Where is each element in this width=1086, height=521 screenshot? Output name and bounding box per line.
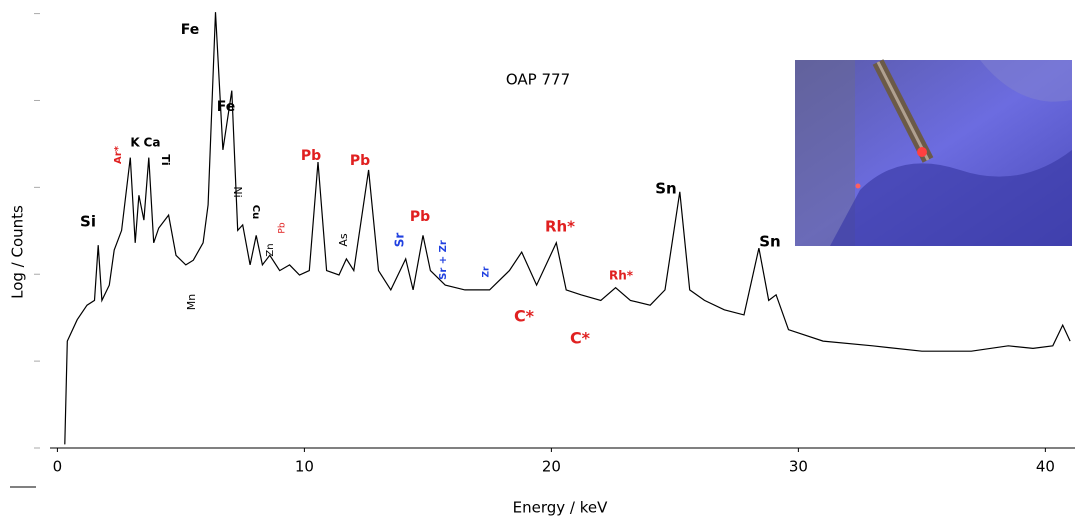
annotation: Zn	[265, 243, 276, 256]
annotation: Ca	[144, 136, 161, 150]
annotation: Pb	[278, 222, 288, 233]
x-tick-label: 20	[542, 458, 561, 476]
spectrum-line	[64, 12, 1071, 445]
annotation: Ni	[231, 186, 244, 197]
annotation: Fe	[217, 99, 236, 115]
annotation: Fe	[181, 22, 200, 38]
annotation: Pb	[410, 209, 430, 225]
annotation: K	[130, 136, 140, 150]
annotation: Si	[80, 213, 96, 231]
annotation: Zr	[482, 266, 492, 278]
annotation: Sr + Zr	[438, 240, 449, 280]
inset-photo	[795, 59, 1072, 246]
annotation: Rh*	[609, 269, 634, 283]
annotation: Rh*	[545, 218, 575, 236]
x-tick-label: 10	[295, 458, 314, 476]
annotation: C*	[570, 329, 591, 348]
y-axis-label: Log / Counts	[9, 205, 27, 299]
annotation: Pb	[301, 148, 321, 164]
annotation: Pb	[350, 153, 370, 169]
annotation: Sr	[393, 233, 407, 248]
annotation: Ti	[159, 154, 172, 165]
annotation: As	[337, 233, 350, 247]
x-tick-label: 30	[789, 458, 808, 476]
annotation: Mn	[185, 294, 198, 310]
annotation: Sn	[655, 180, 676, 198]
annotation: OAP 777	[506, 71, 570, 89]
annotation: Sn	[759, 233, 780, 251]
x-tick-label: 40	[1036, 458, 1055, 476]
annotation: Cu	[250, 205, 261, 219]
x-tick-label: 0	[53, 458, 63, 476]
x-axis-label: Energy / keV	[513, 499, 608, 517]
annotation: Ar*	[113, 145, 124, 164]
annotation: C*	[514, 307, 535, 326]
